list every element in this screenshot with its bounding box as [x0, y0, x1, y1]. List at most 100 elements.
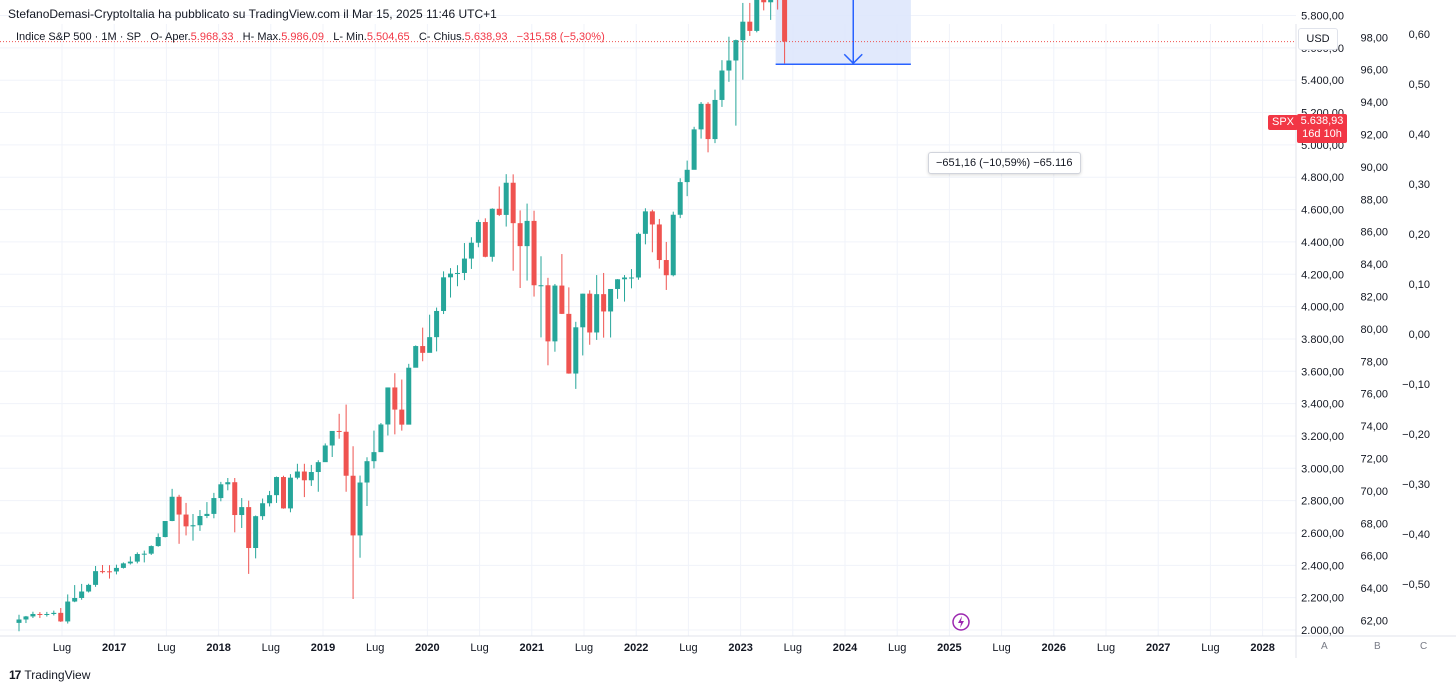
candle [670, 211, 676, 277]
y-tick-label: 2.800,00 [1301, 496, 1344, 508]
y2-tick-label: 72,00 [1360, 454, 1388, 466]
measure-range-box[interactable] [775, 0, 911, 65]
candle [392, 373, 398, 435]
candle [705, 102, 711, 153]
y3-tick-label: −0,30 [1402, 479, 1430, 491]
candle-body [768, 0, 774, 3]
candle-body [705, 103, 711, 140]
candle [86, 583, 92, 593]
y-tick-label: 2.400,00 [1301, 560, 1344, 572]
candle [58, 608, 64, 622]
candle-body [113, 567, 119, 572]
candle-body [120, 563, 126, 568]
candle [691, 126, 697, 170]
low-text: - Min. [339, 31, 367, 43]
candle-body [496, 208, 502, 215]
y3-tick-label: 0,30 [1409, 179, 1430, 191]
ticker-tag: SPX [1268, 115, 1299, 130]
x-tick-label: 2018 [206, 642, 230, 654]
close-value: 5.638,93 [464, 31, 508, 43]
candle-body [308, 472, 314, 481]
candle-body [239, 507, 245, 516]
x-tick-label: Lug [470, 642, 488, 654]
candle-body [733, 40, 739, 61]
candle [232, 478, 238, 533]
candle-body [413, 346, 419, 368]
candle [267, 490, 273, 507]
y2-tick-label: 68,00 [1360, 518, 1388, 530]
candle-body [364, 461, 370, 483]
tradingview-logo[interactable]: 17 TradingView [9, 668, 90, 682]
candle-body [385, 387, 391, 425]
candle [587, 290, 593, 345]
events-icon[interactable] [952, 613, 970, 631]
candle-body [566, 313, 572, 374]
candle [420, 327, 426, 362]
open-text: - Aper. [158, 31, 191, 43]
candle-body [670, 214, 676, 276]
scale-b-button[interactable]: B [1374, 641, 1381, 652]
candle-body [141, 553, 147, 555]
candle [155, 533, 161, 547]
x-axis[interactable]: Lug 2017 Lug 2018 Lug 2019 Lug 2020 Lug 2021 Lug 20… [53, 642, 1275, 654]
candle-body [322, 445, 328, 463]
high-value: 5.986,09 [281, 31, 325, 43]
candle-body [601, 294, 607, 312]
scale-auto-button[interactable]: A [1321, 641, 1328, 652]
candle [448, 268, 454, 298]
candle-body [684, 169, 690, 183]
candle-body [677, 182, 683, 215]
candle [204, 502, 210, 519]
candle [343, 404, 349, 492]
y-tick-label: 4.000,00 [1301, 302, 1344, 314]
scale-c-button[interactable]: C [1420, 641, 1428, 652]
candle [336, 413, 342, 439]
candle [211, 492, 217, 519]
y2-tick-label: 96,00 [1360, 65, 1388, 77]
candle [246, 500, 252, 574]
candle-body [16, 619, 22, 623]
candle-body [399, 409, 405, 425]
y-axis-tertiary[interactable]: −0,50 −0,40 −0,30 −0,20 −0,10 0,00 0,10 0,20 0,3… [1402, 29, 1430, 591]
candle [315, 460, 321, 492]
y3-tick-label: 0,50 [1409, 79, 1430, 91]
candle-body [468, 242, 474, 259]
candle [371, 430, 377, 469]
change-value: −315,58 (−5,30%) [516, 31, 605, 43]
x-tick-label: 2017 [102, 642, 126, 654]
y-tick-label: 3.200,00 [1301, 431, 1344, 443]
candle-body [350, 475, 356, 536]
candle [44, 611, 50, 617]
candle [79, 583, 85, 600]
x-tick-label: 2021 [520, 642, 544, 654]
candle-body [420, 346, 426, 353]
y-axis-secondary[interactable]: 62,00 64,00 66,00 68,00 70,00 72,00 74,00 76,00… [1360, 32, 1388, 627]
candle-body [538, 285, 544, 287]
candle [768, 0, 774, 20]
candle-body [441, 277, 447, 311]
currency-button[interactable]: USD [1298, 28, 1338, 50]
x-tick-label: Lug [888, 642, 906, 654]
candle [677, 178, 683, 219]
candle-body [225, 482, 231, 485]
candle [364, 457, 370, 506]
candle-body [280, 477, 286, 509]
candle [441, 271, 447, 315]
x-tick-label: Lug [679, 642, 697, 654]
y3-tick-label: 0,10 [1409, 279, 1430, 291]
candle [552, 283, 558, 352]
candle-body [622, 277, 628, 280]
candle-body [482, 222, 488, 257]
y2-tick-label: 82,00 [1360, 292, 1388, 304]
y-tick-label: 4.600,00 [1301, 205, 1344, 217]
y-axis-main[interactable]: 2.000,00 2.200,00 2.400,00 2.600,00 2.800,00… [1301, 0, 1344, 637]
close-label: C [418, 31, 427, 43]
y2-tick-label: 84,00 [1360, 259, 1388, 271]
candle [510, 174, 516, 271]
y2-tick-label: 80,00 [1360, 324, 1388, 336]
candle [712, 89, 718, 144]
candle-body [253, 516, 259, 549]
candle-body [148, 546, 154, 554]
symbol-name[interactable]: Indice S&P 500 · 1M · SP [16, 31, 142, 43]
